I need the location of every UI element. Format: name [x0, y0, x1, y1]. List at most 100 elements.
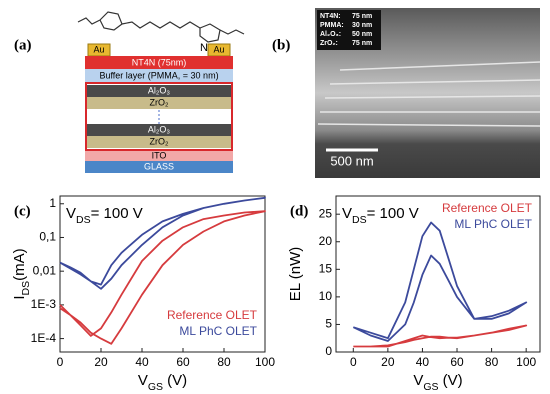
y-tick-label: 1E-4 — [31, 331, 57, 345]
sem-line — [329, 79, 541, 85]
layer-label: ITO — [152, 150, 167, 160]
layer — [85, 151, 233, 161]
layer — [85, 85, 233, 97]
legend-entry: Reference OLET — [442, 201, 533, 215]
y-tick-label: 0 — [325, 344, 332, 358]
layer — [85, 124, 233, 136]
x-tick-label: 100 — [516, 355, 536, 369]
stack-box — [85, 82, 233, 151]
x-tick-label: 40 — [135, 355, 149, 369]
layer-label: Au — [213, 44, 224, 54]
annotation-part: V — [66, 205, 76, 222]
scale-bar-label: 500 nm — [330, 153, 373, 168]
annotation: VDS= 100 V — [342, 205, 419, 226]
backbone — [121, 21, 201, 29]
x-axis-label-part: GS — [423, 381, 438, 393]
sem-inset-text: NT4N: 75 nm PMMA: 30 nm Al₂O₃: 50 nm ZrO… — [320, 13, 372, 47]
layer — [85, 161, 233, 173]
x-tick-label: 20 — [381, 355, 395, 369]
inset-value: 30 nm — [352, 22, 372, 29]
inset-value: 75 nm — [352, 13, 372, 20]
y-tick-label: 20 — [319, 234, 333, 248]
layer-label: NT4N (75nm) — [132, 57, 187, 67]
x-axis-label-part: V — [138, 372, 148, 389]
x-tick-label: 60 — [450, 355, 464, 369]
molecule — [77, 11, 245, 43]
series-line — [59, 210, 266, 345]
series-line — [353, 324, 528, 348]
sem-layers — [317, 61, 541, 127]
x-axis-label-part: V — [413, 372, 423, 389]
plot-frame — [335, 195, 541, 353]
inset-key: ZrO₂: — [320, 40, 338, 47]
y-axis-label: EL (nW) — [287, 247, 304, 301]
layer — [85, 56, 233, 69]
inset-key: Al₂O₃: — [320, 31, 341, 38]
x-tick-label: 100 — [255, 355, 275, 369]
legend-entry: ML PhC OLET — [454, 217, 532, 231]
layer-label: Buffer layer (PMMA, = 30 nm) — [99, 70, 218, 80]
chain — [219, 29, 245, 35]
annotation: VDS= 100 V — [66, 205, 143, 226]
x-tick-label: 80 — [217, 355, 231, 369]
y-axis-label-part: EL (nW) — [287, 247, 304, 301]
y-axis-label-part: I — [11, 295, 28, 299]
layer — [85, 136, 233, 148]
annotation-part: = 100 V — [367, 205, 419, 222]
y-axis-label-part: DS — [20, 281, 32, 296]
annotation-part: DS — [76, 214, 91, 226]
x-tick-label: 80 — [485, 355, 499, 369]
x-axis-label-part: (V) — [439, 372, 463, 389]
ring — [99, 11, 123, 31]
inset-key: NT4N: — [320, 13, 341, 20]
panel-label: (a) — [14, 37, 32, 53]
y-axis-label: IDS(mA) — [11, 248, 32, 299]
annotation-part: DS — [352, 214, 367, 226]
layer-label: Au — [93, 44, 104, 54]
y-tick-label: 0,1 — [39, 230, 56, 244]
x-axis-label-part: (V) — [163, 372, 187, 389]
x-axis-label: VGS (V) — [413, 372, 462, 393]
chain — [77, 17, 101, 25]
sem-line — [324, 95, 541, 99]
y-tick-label: 5 — [325, 317, 332, 331]
inset-value: 50 nm — [352, 31, 372, 38]
y-tick-label: 1E-3 — [31, 297, 57, 311]
y-tick-label: 1 — [49, 196, 56, 210]
layer-label: Al₂O₃ — [148, 124, 170, 134]
layer — [85, 97, 233, 109]
y-tick-label: 25 — [319, 206, 333, 220]
layer — [85, 69, 233, 83]
series-line — [352, 221, 528, 342]
y-axis-label-part: (mA) — [11, 248, 28, 281]
sem-line — [317, 123, 541, 127]
layer-label: ZrO₂ — [150, 97, 169, 107]
plot-frame — [59, 195, 266, 353]
panel-label: (b) — [272, 37, 290, 53]
ring — [199, 23, 221, 43]
series-line — [59, 196, 266, 290]
annotation-part: V — [342, 205, 352, 222]
x-tick-label: 60 — [176, 355, 190, 369]
y-tick-label: 15 — [319, 261, 333, 275]
x-tick-label: 20 — [94, 355, 108, 369]
layer-label: ZrO₂ — [150, 136, 169, 146]
sem-inset — [317, 10, 381, 50]
x-tick-label: 40 — [416, 355, 430, 369]
inset-key: PMMA: — [320, 22, 344, 29]
y-tick-label: 0,01 — [33, 263, 57, 277]
inset-value: 75 nm — [352, 40, 372, 47]
x-axis-label: VGS (V) — [138, 372, 187, 393]
x-tick-label: 0 — [57, 355, 64, 369]
panel-label: (c) — [14, 203, 31, 219]
x-tick-label: 0 — [350, 355, 357, 369]
sem-line — [339, 61, 541, 71]
annotation-part: = 100 V — [91, 205, 143, 222]
panel-label: (d) — [290, 203, 308, 219]
y-tick-label: 10 — [319, 289, 333, 303]
layer-label: Al₂O₃ — [148, 85, 170, 95]
legend-entry: Reference OLET — [167, 308, 258, 322]
layer-label: GLASS — [144, 161, 174, 171]
